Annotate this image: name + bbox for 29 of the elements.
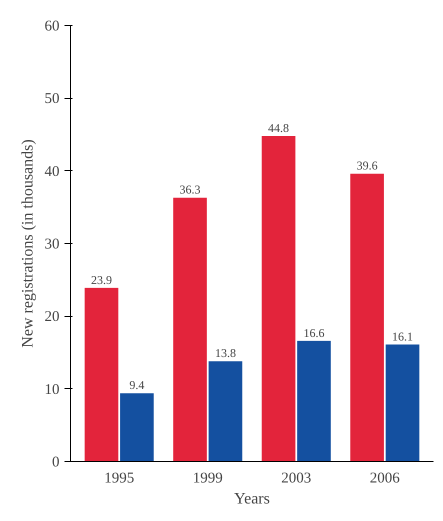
data-label: 13.8 [214, 346, 236, 360]
data-label: 36.3 [180, 182, 201, 197]
y-tick-label: 50 [44, 91, 60, 108]
bar [386, 344, 420, 462]
y-tick-label: 30 [44, 236, 60, 252]
bar [350, 174, 384, 462]
x-tick-label: 1995 [104, 470, 134, 486]
bar [84, 288, 118, 462]
y-tick-label: 40 [44, 164, 60, 180]
data-label: 9.4 [129, 378, 144, 392]
data-label: 39.6 [356, 158, 378, 173]
data-label: 16.6 [303, 326, 324, 340]
x-tick-label: 2003 [281, 470, 312, 486]
bar [208, 361, 242, 462]
y-tick-label: 60 [44, 18, 60, 34]
bar [297, 340, 331, 462]
bar [173, 198, 207, 462]
bar [262, 136, 296, 462]
y-tick-label: 0 [52, 454, 60, 470]
x-tick-label: 1999 [192, 470, 223, 486]
data-label: 16.1 [392, 330, 414, 344]
data-label: 23.9 [90, 272, 112, 287]
x-axis-title: Years [234, 490, 270, 508]
data-label: 44.8 [268, 120, 290, 135]
y-tick-label: 10 [44, 382, 60, 398]
y-axis-title: New registrations (in thousands) [20, 139, 36, 348]
bar [120, 393, 154, 462]
x-tick-label: 2006 [370, 470, 400, 486]
y-tick-label: 20 [44, 309, 60, 326]
